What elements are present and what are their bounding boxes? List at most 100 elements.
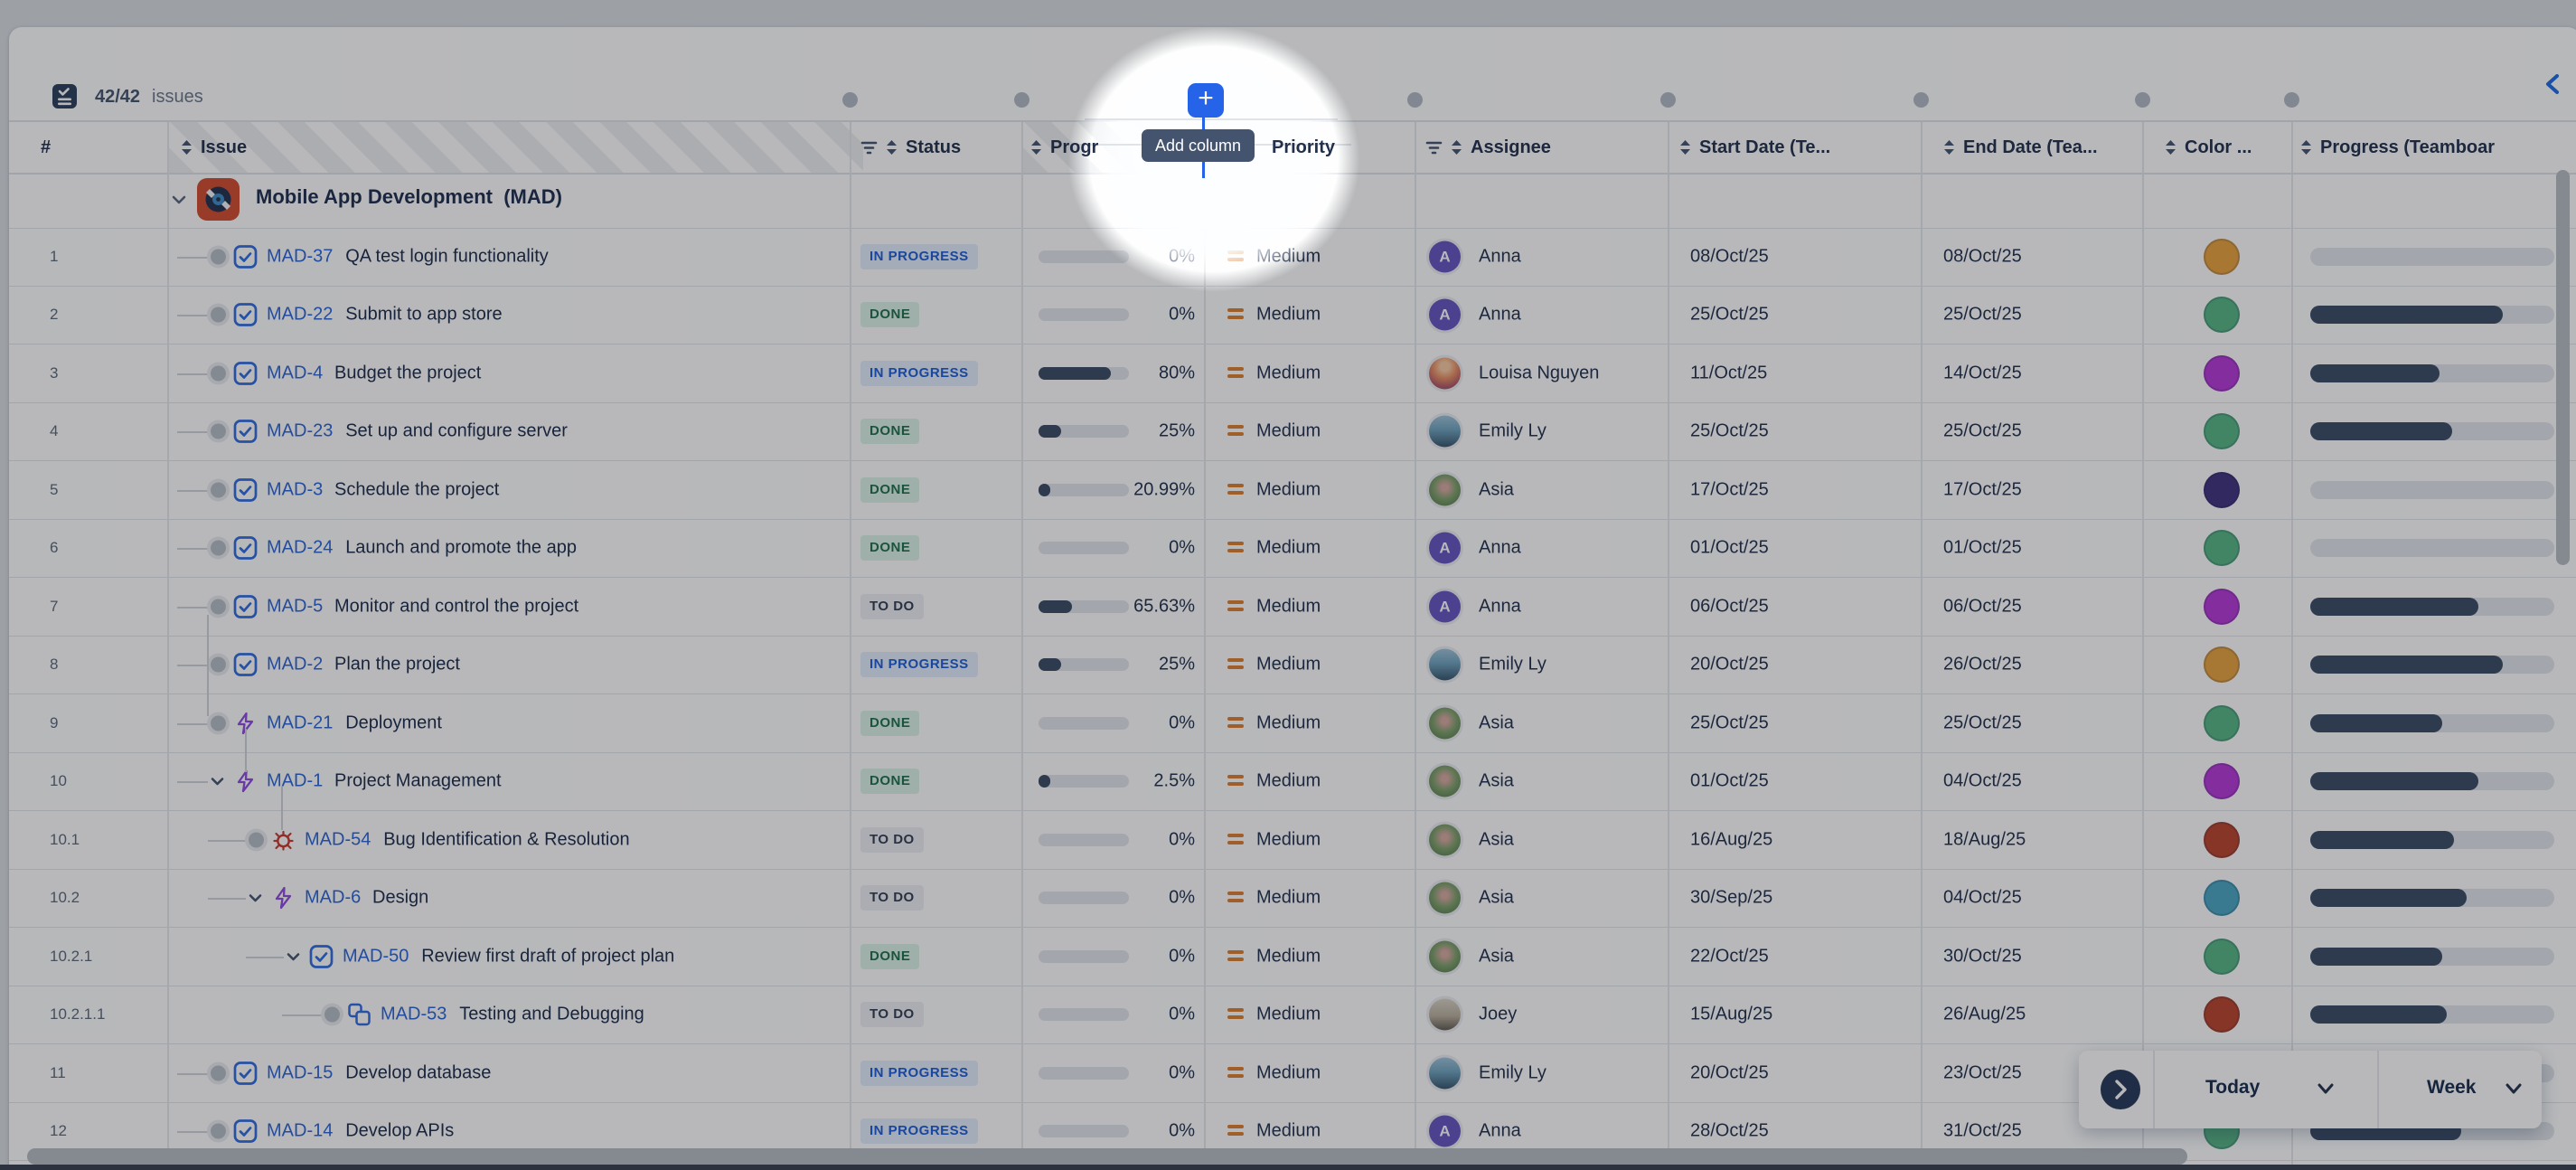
assignee-name[interactable]: Asia [1479, 770, 1514, 791]
collapse-panel-icon[interactable] [2540, 71, 2567, 98]
start-date-value[interactable]: 01/Oct/25 [1690, 537, 1769, 558]
end-date-value[interactable]: 14/Oct/25 [1943, 363, 2022, 383]
insert-column-handle[interactable] [842, 92, 858, 108]
insert-column-handle[interactable] [1407, 92, 1423, 108]
assignee-name[interactable]: Emily Ly [1479, 654, 1547, 675]
color-swatch[interactable] [2204, 354, 2240, 392]
status-badge[interactable]: DONE [860, 535, 920, 561]
assignee-name[interactable]: Anna [1479, 537, 1521, 558]
assignee-name[interactable]: Asia [1479, 712, 1514, 733]
sort-icon[interactable] [2165, 139, 2176, 156]
issue-summary[interactable]: QA test login functionality [345, 246, 549, 267]
issue-summary[interactable]: Launch and promote the app [345, 537, 577, 558]
start-date-value[interactable]: 16/Aug/25 [1690, 829, 1773, 850]
color-swatch[interactable] [2204, 880, 2240, 917]
priority-value[interactable]: Medium [1256, 829, 1321, 850]
row-expand-chevron-icon[interactable] [246, 889, 265, 908]
issue-summary[interactable]: Deployment [345, 712, 442, 733]
assignee-name[interactable]: Louisa Nguyen [1479, 363, 1600, 383]
priority-value[interactable]: Medium [1256, 596, 1321, 617]
start-date-value[interactable]: 15/Aug/25 [1690, 1004, 1773, 1024]
column-header-issue[interactable]: Issue [167, 122, 863, 173]
color-swatch[interactable] [2204, 238, 2240, 275]
week-scale-button[interactable]: Week [2427, 1077, 2477, 1098]
priority-value[interactable]: Medium [1256, 1004, 1321, 1024]
sort-icon[interactable] [181, 139, 193, 156]
issue-key-link[interactable]: MAD-37 [267, 246, 334, 267]
assignee-name[interactable]: Emily Ly [1479, 420, 1547, 441]
status-badge[interactable]: DONE [860, 943, 920, 969]
row-expand-chevron-icon[interactable] [284, 947, 303, 966]
status-badge[interactable]: TO DO [860, 826, 924, 853]
sort-icon[interactable] [886, 139, 898, 156]
priority-value[interactable]: Medium [1256, 1120, 1321, 1141]
start-date-value[interactable]: 08/Oct/25 [1690, 246, 1769, 267]
vertical-scrollbar[interactable] [2556, 170, 2570, 565]
issue-key-link[interactable]: MAD-15 [267, 1062, 334, 1083]
issue-key-link[interactable]: MAD-53 [381, 1004, 447, 1024]
priority-value[interactable]: Medium [1256, 770, 1321, 791]
color-swatch[interactable] [2204, 297, 2240, 334]
color-swatch[interactable] [2204, 646, 2240, 684]
assignee-name[interactable]: Anna [1479, 304, 1521, 325]
end-date-value[interactable]: 04/Oct/25 [1943, 770, 2022, 791]
timeline-next-button[interactable] [2101, 1070, 2140, 1109]
start-date-value[interactable]: 20/Oct/25 [1690, 654, 1769, 675]
row-expand-chevron-icon[interactable] [208, 772, 227, 791]
end-date-value[interactable]: 25/Oct/25 [1943, 420, 2022, 441]
priority-value[interactable]: Medium [1256, 363, 1321, 383]
issue-summary[interactable]: Design [372, 887, 429, 908]
issue-key-link[interactable]: MAD-21 [267, 712, 334, 733]
end-date-value[interactable]: 06/Oct/25 [1943, 596, 2022, 617]
column-header-status[interactable]: Status [850, 122, 1032, 173]
assignee-name[interactable]: Asia [1479, 829, 1514, 850]
insert-column-handle[interactable] [1913, 92, 1929, 108]
color-swatch[interactable] [2204, 413, 2240, 450]
sort-icon[interactable] [1679, 139, 1691, 156]
start-date-value[interactable]: 01/Oct/25 [1690, 770, 1769, 791]
issue-summary[interactable]: Develop APIs [345, 1120, 455, 1141]
issue-key-link[interactable]: MAD-4 [267, 363, 324, 383]
assignee-name[interactable]: Anna [1479, 246, 1521, 267]
column-header-tb[interactable]: Progress (Teamboar [2291, 122, 2576, 173]
priority-value[interactable]: Medium [1256, 946, 1321, 967]
status-badge[interactable]: DONE [860, 769, 920, 795]
end-date-value[interactable]: 08/Oct/25 [1943, 246, 2022, 267]
priority-value[interactable]: Medium [1256, 537, 1321, 558]
end-date-value[interactable]: 30/Oct/25 [1943, 946, 2022, 967]
status-badge[interactable]: DONE [860, 419, 920, 445]
column-header-end[interactable]: End Date (Tea... [1921, 122, 2165, 173]
end-date-value[interactable]: 04/Oct/25 [1943, 887, 2022, 908]
status-badge[interactable]: IN PROGRESS [860, 1060, 978, 1086]
color-swatch[interactable] [2204, 763, 2240, 800]
start-date-value[interactable]: 17/Oct/25 [1690, 479, 1769, 500]
priority-value[interactable]: Medium [1256, 887, 1321, 908]
status-badge[interactable]: IN PROGRESS [860, 243, 978, 269]
sort-icon[interactable] [1943, 139, 1955, 156]
color-swatch[interactable] [2204, 530, 2240, 567]
issue-summary[interactable]: Monitor and control the project [334, 596, 579, 617]
issue-summary[interactable]: Project Management [334, 770, 502, 791]
status-badge[interactable]: IN PROGRESS [860, 652, 978, 678]
start-date-value[interactable]: 11/Oct/25 [1690, 363, 1768, 383]
color-swatch[interactable] [2204, 938, 2240, 975]
end-date-value[interactable]: 31/Oct/25 [1943, 1120, 2022, 1141]
assignee-name[interactable]: Asia [1479, 946, 1514, 967]
issue-key-link[interactable]: MAD-6 [305, 887, 362, 908]
issue-summary[interactable]: Bug Identification & Resolution [383, 829, 630, 850]
group-expand-chevron-icon[interactable] [168, 189, 190, 215]
insert-column-handle[interactable] [1014, 92, 1029, 108]
start-date-value[interactable]: 25/Oct/25 [1690, 304, 1769, 325]
status-badge[interactable]: IN PROGRESS [860, 1118, 978, 1145]
issue-key-link[interactable]: MAD-5 [267, 596, 324, 617]
issue-summary[interactable]: Develop database [345, 1062, 492, 1083]
priority-value[interactable]: Medium [1256, 1062, 1321, 1083]
priority-value[interactable]: Medium [1256, 420, 1321, 441]
start-date-value[interactable]: 20/Oct/25 [1690, 1062, 1769, 1083]
issue-summary[interactable]: Schedule the project [334, 479, 500, 500]
priority-value[interactable]: Medium [1256, 304, 1321, 325]
priority-value[interactable]: Medium [1256, 712, 1321, 733]
column-header-start[interactable]: Start Date (Te... [1668, 122, 1932, 173]
status-badge[interactable]: TO DO [860, 1002, 924, 1028]
issue-summary[interactable]: Set up and configure server [345, 420, 568, 441]
